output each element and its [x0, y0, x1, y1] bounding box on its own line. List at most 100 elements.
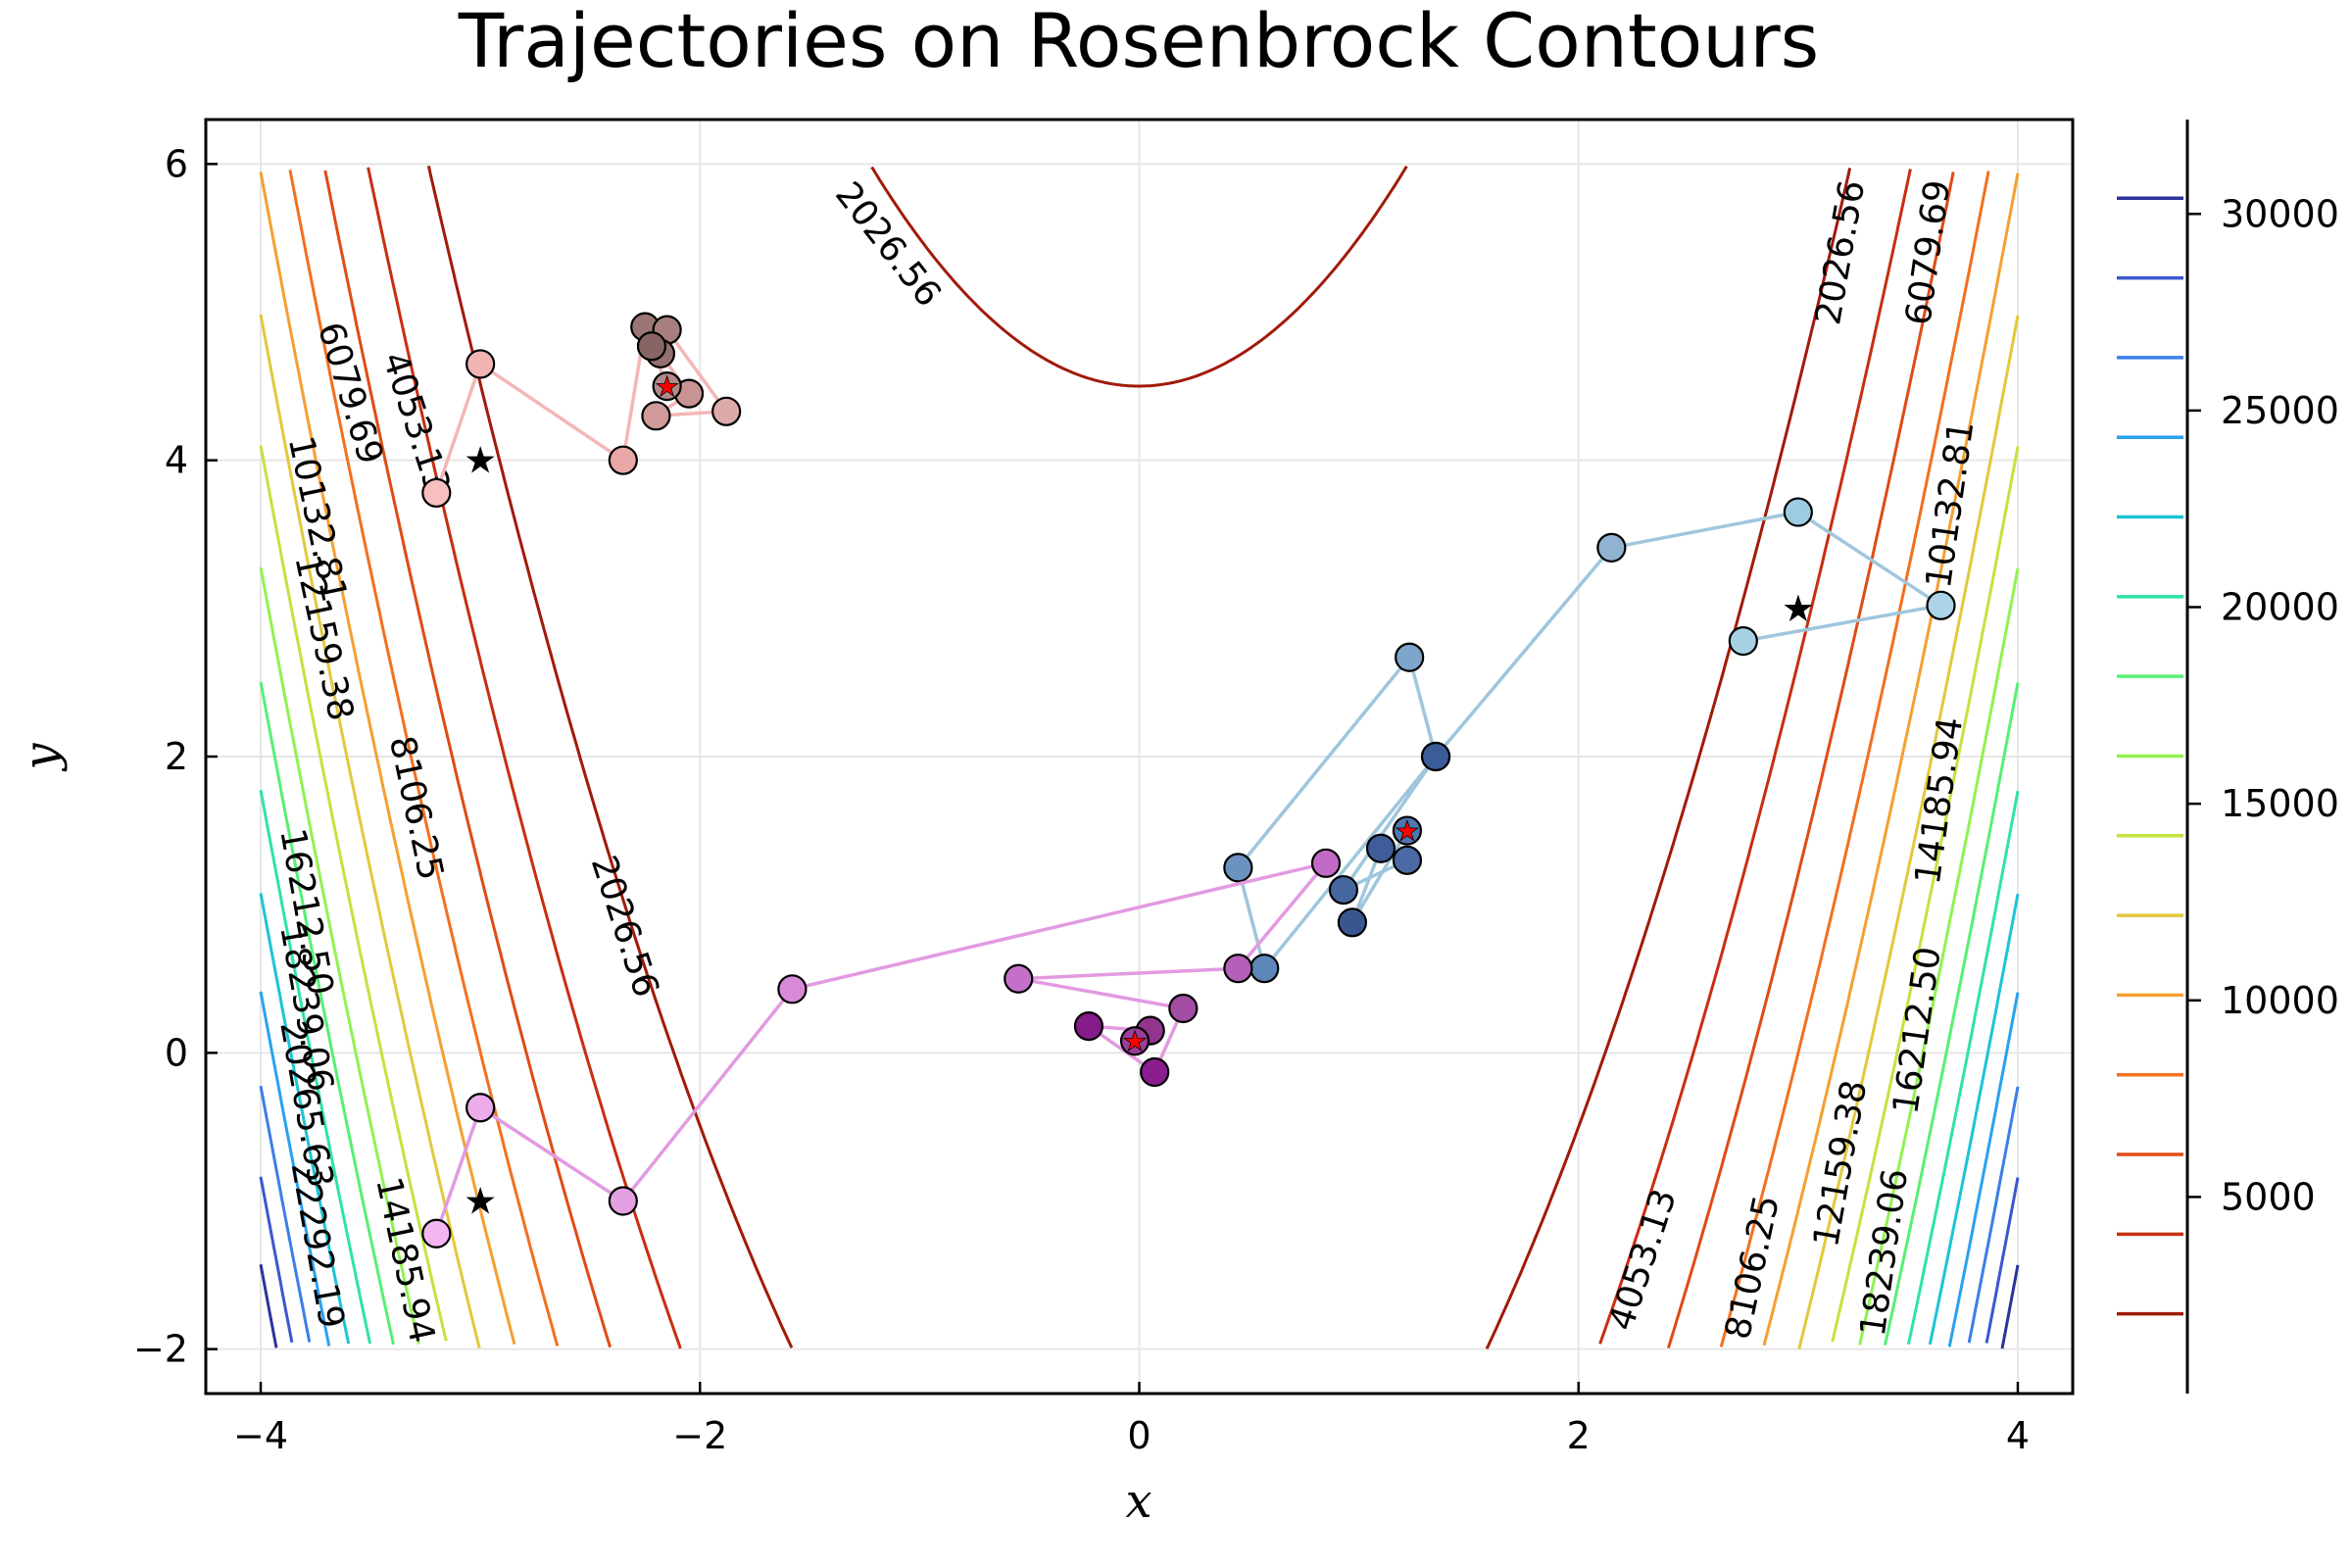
colorbar-tick-label-1: 10000: [2221, 979, 2339, 1022]
contour-2-lower-1: [1666, 172, 1955, 1349]
contour-5-lower-1: [1797, 315, 2020, 1349]
contour-label-0: 2026.56: [827, 174, 949, 315]
end-star-0: ★: [655, 370, 679, 403]
trajectory-1-point-1: [1926, 590, 1956, 620]
y-tick-label-4: 6: [165, 142, 188, 185]
trajectory-0: ★★: [421, 312, 742, 509]
contour-12-lower-1: [1967, 1086, 2020, 1344]
trajectory-2-point-8: [1140, 1056, 1170, 1088]
trajectory-1-point-5: [1395, 642, 1425, 672]
contour-label-17: 12159.38: [1806, 1077, 1875, 1250]
contour-13-lower-1: [1984, 1177, 2020, 1344]
trajectory-2-point-0: [421, 1218, 452, 1249]
trajectory-1-point-10: [1392, 845, 1423, 875]
contour-1-lower-1: [1598, 169, 1912, 1345]
trajectory-2-point-2: [608, 1186, 638, 1216]
trajectory-2-point-3: [777, 974, 808, 1004]
trajectory-0-point-5: [711, 396, 742, 426]
trajectory-0-point-2: [608, 445, 638, 475]
trajectory-1-point-0: [1728, 625, 1758, 657]
x-axis-label: x: [1125, 1474, 1152, 1529]
contour-14-lower-1: [2000, 1264, 2020, 1349]
trajectory-2-point-4: [1310, 848, 1342, 878]
contour-10-lower-0: [259, 893, 351, 1345]
contour-0-upper-0: [870, 165, 1408, 388]
contour-label-18: 18239.06: [1853, 1166, 1917, 1339]
contour-label-1: 2026.56: [1808, 177, 1873, 328]
colorbar-tick-label-2: 15000: [2221, 782, 2339, 825]
trajectory-0-point-1: [466, 349, 496, 379]
trajectory-2-point-7: [1168, 993, 1199, 1024]
contour-label-20: 4053.13: [1601, 1184, 1685, 1335]
colorbar-tick-label-3: 20000: [2221, 586, 2339, 629]
trajectory-line-2: [434, 861, 1328, 1235]
grid-lines: [206, 120, 2073, 1394]
contour-8-lower-0: [259, 681, 395, 1346]
trajectory-1-point-3: [1596, 532, 1627, 563]
colorbar-tick-label-0: 5000: [2221, 1175, 2316, 1218]
start-star-0: ★: [464, 439, 497, 482]
contour-6-lower-1: [1831, 446, 2020, 1343]
start-star-2: ★: [464, 1179, 497, 1222]
contour-2-lower-0: [323, 170, 612, 1348]
contour-0-lower-1: [1485, 168, 1852, 1349]
trajectory-1-point-6: [1223, 853, 1253, 883]
colorbar-tick-label-5: 30000: [2221, 192, 2339, 235]
contour-label-19: 8106.25: [1718, 1192, 1788, 1343]
contour-7-lower-0: [259, 566, 420, 1346]
trajectory-1-point-7: [1250, 954, 1280, 984]
trajectory-2-point-1: [466, 1093, 496, 1123]
contour-label-4: 4053.13: [374, 347, 458, 498]
contour-labels: 2026.56 2026.566079.696079.694053.1310132…: [271, 174, 1982, 1347]
y-axis-label: y: [14, 743, 69, 772]
x-tick-label-1: −2: [672, 1414, 727, 1457]
colorbar: 5000 10000 15000 20000 25000 30000: [2117, 120, 2339, 1394]
contour-8-lower-1: [1884, 682, 2020, 1346]
contour-label-14: 22292.19: [282, 1158, 351, 1331]
contour-4-lower-0: [259, 172, 516, 1346]
y-tick-label-3: 4: [165, 439, 188, 482]
trajectory-1: ★★: [1223, 497, 1956, 984]
contour-label-15: 14185.94: [368, 1173, 442, 1347]
trajectory-1-point-13: [1392, 815, 1423, 846]
contour-4-lower-1: [1762, 172, 2020, 1347]
trajectory-0-point-6: [641, 401, 671, 431]
contour-3-lower-0: [288, 170, 560, 1347]
contour-12-lower-0: [259, 1085, 312, 1343]
contour-5-lower-0: [259, 314, 481, 1348]
contour-11-lower-0: [259, 991, 331, 1347]
trajectory-2: ★★: [421, 848, 1342, 1249]
end-star-1: ★: [1395, 815, 1419, 848]
end-star-2: ★: [1122, 1025, 1147, 1057]
trajectory-0-point-10: [652, 370, 682, 402]
trajectories: ★★★★★★: [421, 312, 1956, 1249]
contour-3-lower-1: [1719, 171, 1990, 1348]
y-axis-ticks: −2 0 2 4 6: [133, 142, 218, 1371]
contour-9-lower-0: [259, 790, 372, 1345]
contour-14-lower-0: [259, 1263, 278, 1348]
contour-13-lower-0: [259, 1176, 294, 1344]
contour-label-8: 8106.25: [381, 733, 451, 884]
contour-label-9: 2026.56: [583, 851, 666, 1002]
trajectory-1-point-11: [1365, 833, 1396, 863]
trajectory-1-point-2: [1783, 497, 1813, 527]
x-tick-label-3: 2: [1567, 1414, 1591, 1457]
x-tick-label-4: 4: [2006, 1414, 2030, 1457]
trajectory-2-point-11: [1119, 1026, 1151, 1056]
x-axis-ticks: −4 −2 0 2 4: [233, 1382, 2030, 1457]
trajectory-2-point-5: [1223, 954, 1253, 984]
y-tick-label-0: −2: [133, 1328, 188, 1371]
contour-11-lower-1: [1947, 992, 2020, 1348]
trajectory-0-point-9: [636, 331, 667, 362]
trajectory-2-point-9: [1073, 1011, 1104, 1042]
contour-0-lower-0: [426, 165, 794, 1348]
contour-9-lower-1: [1906, 790, 2020, 1346]
y-tick-label-1: 0: [165, 1031, 188, 1074]
trajectory-1-point-12: [1337, 907, 1367, 938]
start-star-1: ★: [1782, 587, 1815, 630]
colorbar-tick-label-4: 25000: [2221, 389, 2339, 432]
trajectory-1-point-9: [1328, 874, 1359, 906]
contour-label-3: 6079.69: [1898, 177, 1958, 327]
trajectory-0-point-0: [421, 477, 452, 509]
